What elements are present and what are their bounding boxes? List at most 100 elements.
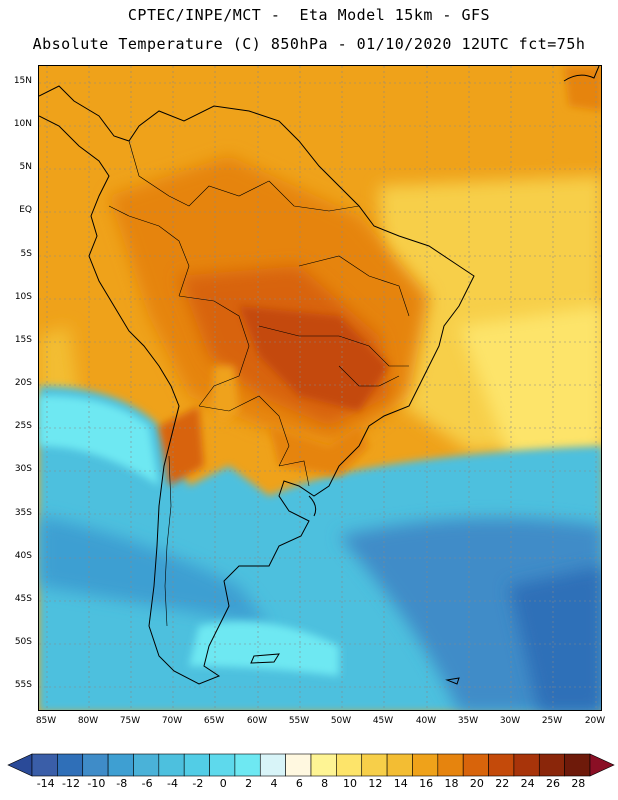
legend-label: -12 [62,777,81,790]
lon-label-75w: 75W [119,716,141,726]
legend-label: 20 [469,777,484,790]
legend-swatch [234,753,261,777]
map-subtitle: Absolute Temperature (C) 850hPa - 01/10/… [32,35,586,53]
cold-pacific-zone [39,516,269,626]
lon-label-60w: 60W [246,716,268,726]
legend-swatch [133,753,160,777]
legend-label: -14 [36,777,55,790]
graticule [39,66,601,710]
legend-swatch [259,753,286,777]
legend-swatch [336,753,363,777]
lat-label-15s: 15S [14,335,32,345]
legend-swatch [107,753,134,777]
lat-label-5n: 5N [19,162,32,172]
south-brazil-warm-zone [269,426,369,476]
legend-swatch [462,753,489,777]
lon-label-25w: 25W [541,716,563,726]
legend-swatch [386,753,413,777]
legend-label: 18 [444,777,459,790]
legend-label: 12 [368,777,383,790]
andes-warm-wedge [211,366,239,426]
rio-de-la-plata [308,495,317,517]
legend-label: 26 [545,777,560,790]
border-ecuador-peru [108,205,190,297]
temperature-map[interactable] [38,65,602,711]
south-georgia [445,677,460,685]
border-colombia-venezuela [128,140,270,207]
lat-label-10s: 10S [14,292,32,302]
atlantic-mild-zone [459,306,601,456]
lon-label-70w: 70W [161,716,183,726]
lat-label-5s: 5S [20,249,32,259]
lat-label-20s: 20S [14,378,32,388]
legend-swatch [513,753,540,777]
legend-over-arrow [589,753,615,777]
legend-label: 22 [495,777,510,790]
legend-swatch [209,753,236,777]
legend-swatch [310,753,337,777]
legend-label: -8 [116,777,128,790]
lon-label-45w: 45W [372,716,394,726]
legend-label: 16 [419,777,434,790]
border-paraguay [198,395,290,467]
legend-swatch [285,753,312,777]
border-chile-argentina [164,455,172,627]
legend-swatch [57,753,84,777]
border-brazil-states-north [298,255,410,317]
legend-label: 6 [295,777,303,790]
legend-swatch [488,753,515,777]
border-brazil-states-center [258,325,409,367]
legend-swatch [82,753,109,777]
legend-label: 14 [393,777,408,790]
color-legend-bar [7,753,615,777]
lon-label-20w: 20W [584,716,606,726]
lat-label-10n: 10N [13,119,32,129]
country-borders [108,140,410,627]
lon-label-30w: 30W [499,716,521,726]
legend-label: -6 [141,777,153,790]
patagonia-cool-patch [189,621,339,676]
legend-label: 8 [321,777,329,790]
legend-under-arrow [7,753,33,777]
legend-label: 24 [520,777,535,790]
coldest-atlantic-zone [509,566,601,710]
pacific-warm-zone [39,326,79,406]
map-canvas [39,66,601,710]
lon-label-50w: 50W [330,716,352,726]
lat-label-50s: 50S [14,637,32,647]
legend-swatch [183,753,210,777]
legend-swatch [437,753,464,777]
legend-label: 10 [343,777,358,790]
lon-label-85w: 85W [35,716,57,726]
lon-label-65w: 65W [203,716,225,726]
border-peru-bolivia-brazil [178,295,250,407]
coastlines [39,66,600,685]
lat-label-55s: 55S [14,680,32,690]
lat-label-eq: EQ [19,205,32,215]
legend-swatch [158,753,185,777]
lon-label-80w: 80W [77,716,99,726]
lat-label-45s: 45S [14,594,32,604]
border-argentina-brazil [278,460,310,487]
legend-label: 2 [245,777,253,790]
legend-label: -10 [87,777,106,790]
falkland-islands [250,653,280,664]
lat-label-30s: 30S [14,464,32,474]
caribbean-islands [563,66,600,82]
legend-swatch [564,753,591,777]
map-title: CPTEC/INPE/MCT - Eta Model 15km - GFS [127,6,491,24]
legend-label: -4 [167,777,178,790]
legend-label: 28 [571,777,586,790]
legend-swatch [412,753,439,777]
legend-swatch [361,753,388,777]
legend-swatch [538,753,565,777]
cool-pacific-band [39,395,159,486]
legend-swatch [31,753,58,777]
chaco-hot-wedge [159,406,204,486]
legend-label: -2 [192,777,204,790]
border-guianas [268,180,360,212]
legend-label: 4 [270,777,278,790]
border-brazil-states-south [338,365,400,387]
hottest-zone [239,306,389,411]
lon-label-55w: 55W [288,716,310,726]
